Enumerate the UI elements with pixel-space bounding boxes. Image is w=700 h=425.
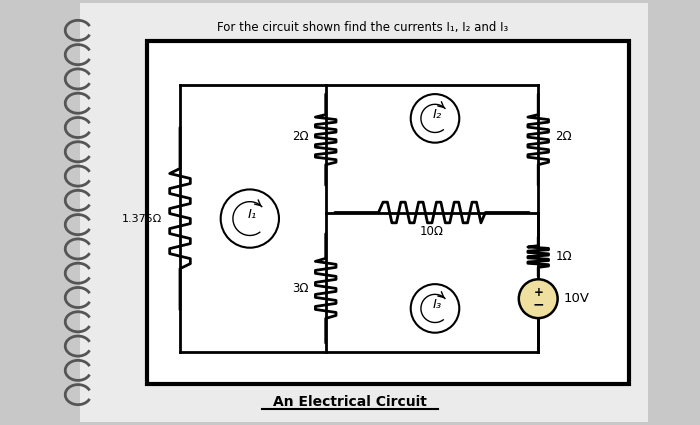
Text: 1.375Ω: 1.375Ω [122,214,162,224]
Text: For the circuit shown find the currents I₁, I₂ and I₃: For the circuit shown find the currents … [216,21,508,34]
Text: −: − [533,298,544,312]
Text: +: + [533,286,543,299]
Text: 3Ω: 3Ω [292,282,309,295]
Text: I₃: I₃ [433,298,442,311]
Text: 2Ω: 2Ω [292,130,309,143]
Text: I₂: I₂ [433,108,442,121]
Text: I₁: I₁ [248,208,257,221]
Text: 2Ω: 2Ω [555,130,572,143]
Bar [146,41,629,384]
Text: 10Ω: 10Ω [420,225,444,238]
Text: 10V: 10V [564,292,589,305]
Circle shape [519,279,558,318]
Text: 1Ω: 1Ω [555,250,572,263]
Text: An Electrical Circuit: An Electrical Circuit [273,395,427,409]
